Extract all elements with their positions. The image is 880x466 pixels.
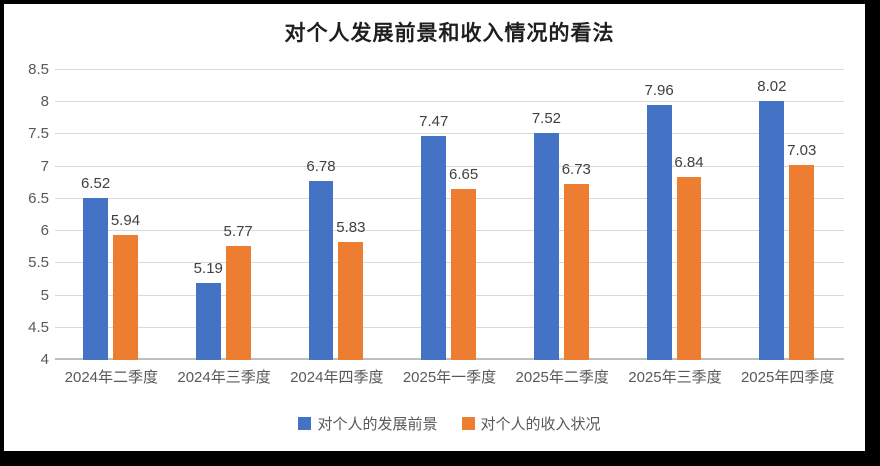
- bar-series2: [113, 234, 138, 360]
- plot-area: 6.52 5.19 6.78 7.47 7.52 7.96 8.02 5.94 5.77 5.83…: [55, 69, 844, 360]
- bar-series1: [534, 133, 559, 360]
- bar-series2: [676, 176, 702, 360]
- value-label: 6.78: [306, 157, 336, 175]
- y-tick-label: 6: [40, 222, 49, 240]
- bar-series2: [225, 245, 251, 360]
- gridline: [55, 230, 844, 232]
- category-label: 2025年一季度: [402, 369, 497, 386]
- value-label: 6.73: [561, 161, 591, 179]
- y-tick-label: 7: [40, 157, 49, 175]
- value-label: 8.02: [757, 77, 787, 95]
- bar-series1: [83, 197, 108, 360]
- value-label: 6.52: [80, 174, 111, 192]
- y-tick-label: 6.5: [28, 189, 49, 207]
- value-label: 7.96: [644, 81, 674, 99]
- gridline: [55, 69, 844, 70]
- value-label: 7.52: [531, 110, 562, 128]
- gridline: [55, 101, 844, 103]
- category-label: 2024年二季度: [64, 369, 159, 386]
- value-label: 6.65: [448, 166, 479, 184]
- chart-title: 对个人发展前景和收入情况的看法: [284, 21, 615, 45]
- bar-series1: [421, 136, 447, 360]
- bar-series2: [451, 189, 476, 360]
- y-tick-label: 5.5: [28, 254, 49, 272]
- bar-chart: 对个人发展前景和收入情况的看法 6.52 5.19 6.78 7.47 7.52 7.96…: [4, 4, 865, 451]
- category-label: 2024年三季度: [177, 369, 271, 386]
- y-tick-label: 7.5: [28, 125, 49, 143]
- value-label: 5.77: [223, 222, 253, 240]
- category-label: 2025年三季度: [628, 369, 722, 386]
- bar-series2: [338, 242, 364, 360]
- bar-series1: [195, 283, 221, 360]
- value-label: 6.84: [674, 153, 704, 171]
- legend-swatch-icon: [461, 417, 475, 430]
- value-label: 7.03: [787, 141, 817, 159]
- gridline: [55, 197, 844, 199]
- y-tick-label: 5: [40, 286, 49, 304]
- legend: 对个人的发展前景 对个人的收入状况: [55, 413, 844, 434]
- bar-series2: [563, 184, 589, 360]
- y-tick-label: 8.5: [28, 61, 49, 78]
- value-label: 5.94: [110, 211, 141, 229]
- value-label: 7.47: [419, 113, 449, 131]
- legend-item: 对个人的发展前景: [298, 413, 438, 434]
- gridline: [55, 165, 844, 167]
- bar-series2: [789, 164, 815, 360]
- category-label: 2025年二季度: [515, 369, 609, 386]
- legend-label: 对个人的收入状况: [480, 416, 601, 433]
- gridline: [55, 133, 844, 135]
- gridline: [55, 326, 844, 328]
- y-tick-label: 4.5: [28, 318, 49, 336]
- value-label: 5.19: [193, 260, 223, 278]
- x-axis-line: [55, 358, 844, 360]
- gridline: [55, 262, 844, 264]
- category-label: 2024年四季度: [290, 369, 384, 386]
- gridline: [55, 294, 844, 296]
- bar-series1: [646, 104, 672, 360]
- legend-item: 对个人的收入状况: [461, 413, 601, 434]
- y-tick-label: 8: [40, 93, 49, 111]
- y-tick-label: 4: [40, 351, 49, 368]
- legend-swatch-icon: [298, 417, 312, 430]
- legend-label: 对个人的发展前景: [317, 416, 438, 433]
- bar-series1: [759, 100, 785, 360]
- bar-series1: [308, 180, 334, 360]
- category-label: 2025年四季度: [740, 369, 835, 386]
- value-label: 5.83: [336, 219, 366, 237]
